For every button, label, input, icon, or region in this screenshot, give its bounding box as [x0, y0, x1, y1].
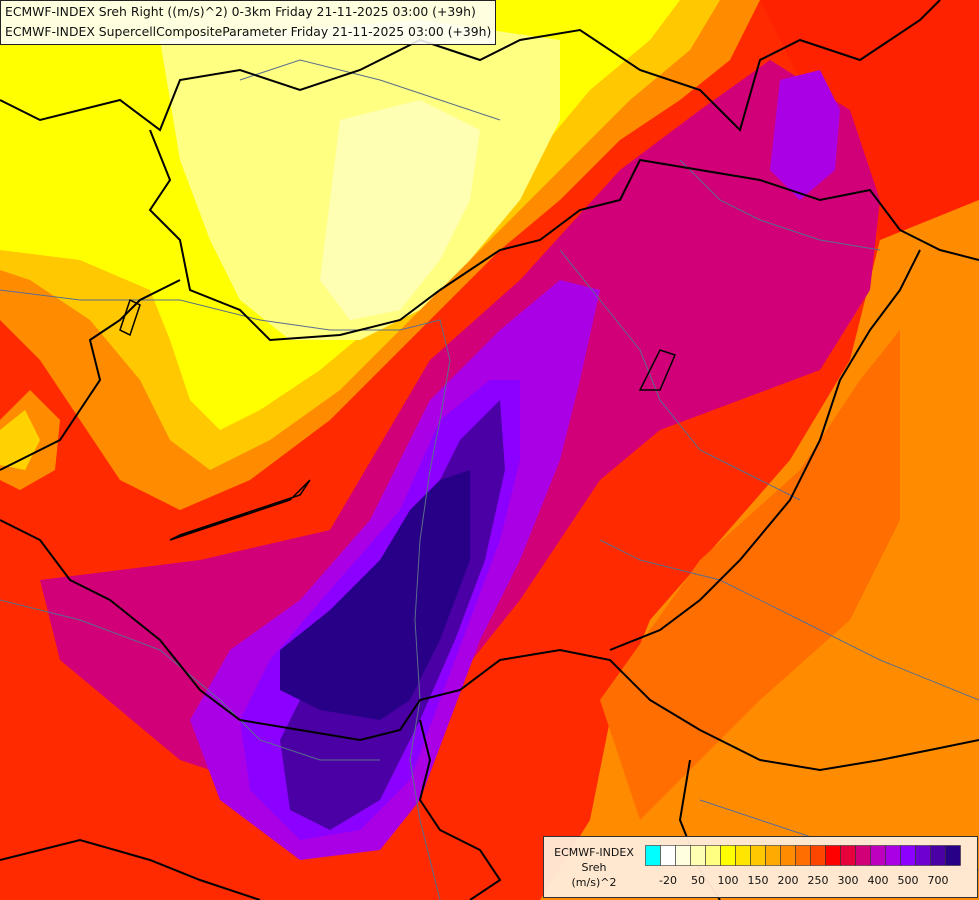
legend-swatch [900, 845, 916, 866]
legend-swatch [810, 845, 826, 866]
legend-color-bar [645, 845, 961, 866]
legend-title: ECMWF-INDEX Sreh (m/s)^2 [548, 845, 640, 890]
legend-tick-label: 700 [927, 874, 949, 887]
legend-tick-label: 100 [717, 874, 739, 887]
legend-swatch [675, 845, 691, 866]
map-title-box: ECMWF-INDEX Sreh Right ((m/s)^2) 0-3km F… [0, 0, 497, 45]
field-orange-dark-east [600, 330, 900, 820]
field-paleyellow-north [320, 100, 480, 320]
legend-swatch [645, 845, 661, 866]
legend-swatch [720, 845, 736, 866]
map-title-line-2: ECMWF-INDEX SupercellCompositeParameter … [5, 24, 492, 39]
legend-swatch [825, 845, 841, 866]
legend-title-line-3: (m/s)^2 [571, 876, 617, 889]
legend-tick-label: 150 [747, 874, 769, 887]
legend-tick-label: 300 [837, 874, 859, 887]
legend-swatch [780, 845, 796, 866]
legend-swatch [855, 845, 871, 866]
legend-swatch [735, 845, 751, 866]
legend-swatch [885, 845, 901, 866]
legend-tick-labels: -20 50 100 150 200 250 300 400 500 700 [645, 874, 975, 890]
legend-swatch [840, 845, 856, 866]
legend-tick-label: 200 [777, 874, 799, 887]
field-red-northeast [760, 0, 979, 240]
legend-swatch [705, 845, 721, 866]
field-navy-core [280, 470, 470, 720]
legend-title-line-2: Sreh [581, 861, 607, 874]
legend-title-line-1: ECMWF-INDEX [554, 846, 634, 859]
map-title-line-1: ECMWF-INDEX Sreh Right ((m/s)^2) 0-3km F… [5, 4, 476, 19]
legend-swatch [690, 845, 706, 866]
legend-swatch [930, 845, 946, 866]
legend-swatch [660, 845, 676, 866]
legend-tick-label: 50 [691, 874, 705, 887]
field-violet-northeast [770, 70, 840, 200]
color-legend: ECMWF-INDEX Sreh (m/s)^2 -20 50 100 150 200 2… [543, 836, 978, 898]
legend-tick-label: 400 [867, 874, 889, 887]
legend-swatch [765, 845, 781, 866]
legend-tick-label: -20 [659, 874, 677, 887]
legend-swatch [870, 845, 886, 866]
legend-swatch [945, 845, 961, 866]
lakes [119, 298, 677, 541]
legend-swatch [750, 845, 766, 866]
legend-swatch [795, 845, 811, 866]
legend-swatch [915, 845, 931, 866]
legend-tick-label: 500 [897, 874, 919, 887]
legend-tick-label: 250 [807, 874, 829, 887]
